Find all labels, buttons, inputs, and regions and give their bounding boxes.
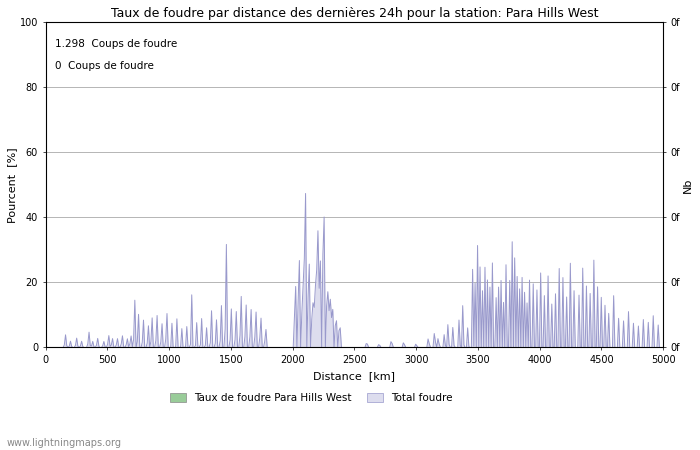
Title: Taux de foudre par distance des dernières 24h pour la station: Para Hills West: Taux de foudre par distance des dernière… (111, 7, 598, 20)
Y-axis label: Nb: Nb (683, 177, 693, 193)
X-axis label: Distance  [km]: Distance [km] (314, 371, 396, 381)
Text: www.lightningmaps.org: www.lightningmaps.org (7, 438, 122, 448)
Legend: Taux de foudre Para Hills West, Total foudre: Taux de foudre Para Hills West, Total fo… (166, 389, 456, 407)
Text: 0  Coups de foudre: 0 Coups de foudre (55, 62, 154, 72)
Text: 1.298  Coups de foudre: 1.298 Coups de foudre (55, 39, 177, 49)
Y-axis label: Pourcent  [%]: Pourcent [%] (7, 147, 17, 223)
